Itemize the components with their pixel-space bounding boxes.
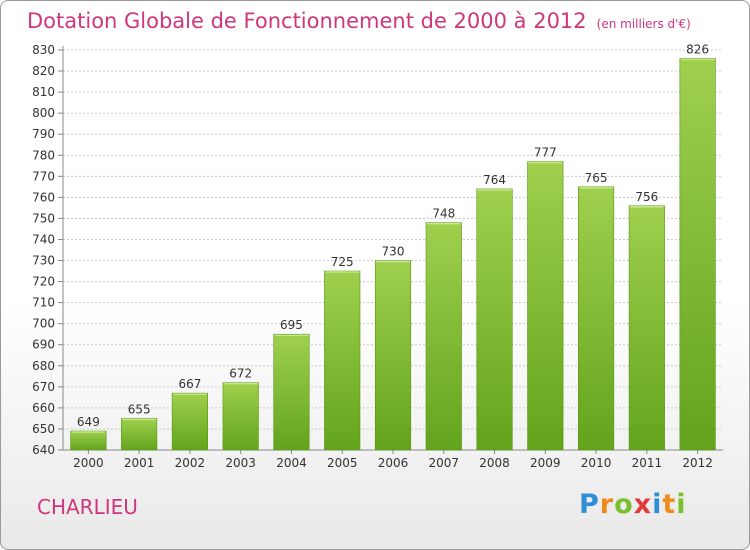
bar-2001 [121,418,158,451]
x-tick-label-2008: 2008 [479,456,510,470]
data-label-2011: 756 [635,190,658,204]
bar-2012 [679,58,716,451]
y-tick-label: 740 [32,232,55,246]
x-tick-label-2002: 2002 [175,456,206,470]
x-tick-label-2001: 2001 [124,456,155,470]
y-tick-label: 810 [32,85,55,99]
bar-2010 [578,186,615,451]
bar-2008 [476,188,513,451]
y-tick-label: 790 [32,127,55,141]
bar-2007 [425,222,462,451]
y-tick-label: 730 [32,254,55,268]
logo-letter: o [614,489,634,520]
commune-name: CHARLIEU [37,495,138,519]
data-label-2008: 764 [483,173,506,187]
y-tick-label: 670 [32,380,55,394]
data-label-2006: 730 [382,245,405,259]
y-tick-label: 760 [32,190,55,204]
data-label-2003: 672 [229,367,252,381]
bars [70,58,716,451]
data-label-2012: 826 [686,42,709,56]
bar-2004 [273,333,310,451]
x-tick-label-2010: 2010 [581,456,612,470]
x-tick-label-2005: 2005 [327,456,358,470]
y-tick-label: 800 [32,106,55,120]
x-tick-label-2003: 2003 [225,456,256,470]
x-tick-label-2000: 2000 [73,456,104,470]
x-tick-label-2006: 2006 [378,456,409,470]
logo-letter: i [652,489,663,520]
data-label-2002: 667 [178,377,201,391]
chart-title-text: Dotation Globale de Fonctionnement de 20… [27,9,587,33]
data-label-2004: 695 [280,318,303,332]
data-label-2000: 649 [77,415,100,429]
y-tick-label: 660 [32,401,55,415]
data-labels: 649 655 667 672 695 725 730 748 764 777 765 756 826 [77,42,709,429]
y-axis: 640 650 660 670 680 690 700 710 720 730 740 750 760 7… [32,43,723,457]
chart-unit: (en milliers d'€) [596,17,691,31]
data-label-2007: 748 [432,207,455,221]
bar-2005 [324,270,361,451]
y-tick-label: 650 [32,422,55,436]
logo-letter: r [599,489,615,520]
y-tick-label: 720 [32,275,55,289]
y-tick-label: 700 [32,317,55,331]
y-tick-label: 680 [32,359,55,373]
bar-2002 [171,392,208,451]
y-tick-label: 640 [32,443,55,457]
y-tick-label: 690 [32,338,55,352]
y-tick-label: 710 [32,296,55,310]
data-label-2005: 725 [331,255,354,269]
bar-2009 [527,161,564,451]
x-tick-label-2011: 2011 [632,456,663,470]
y-tick-label: 820 [32,64,55,78]
y-tick-label: 780 [32,148,55,162]
logo-letter: i [676,489,687,520]
logo-letter: t [662,489,677,520]
x-axis: 2000 2001 2002 2003 2004 2005 2006 2007 2008 2009… [73,450,713,470]
x-tick-label-2007: 2007 [428,456,459,470]
bar-2006 [374,260,412,451]
x-tick-label-2004: 2004 [276,456,307,470]
x-tick-label-2012: 2012 [682,456,713,470]
logo-letter: x [633,489,653,520]
data-label-2010: 765 [585,171,608,185]
y-tick-label: 830 [32,43,55,57]
y-tick-label: 770 [32,169,55,183]
bar-2011 [628,205,665,451]
y-tick-label: 750 [32,211,55,225]
bar-2000 [70,430,107,451]
data-label-2009: 777 [534,146,557,160]
chart-title: Dotation Globale de Fonctionnement de 20… [27,9,691,33]
data-label-2001: 655 [128,402,151,416]
x-tick-label-2009: 2009 [530,456,561,470]
proxiti-logo: Proxiti [579,489,687,520]
bar-2003 [222,382,259,451]
logo-letter: P [579,489,600,520]
